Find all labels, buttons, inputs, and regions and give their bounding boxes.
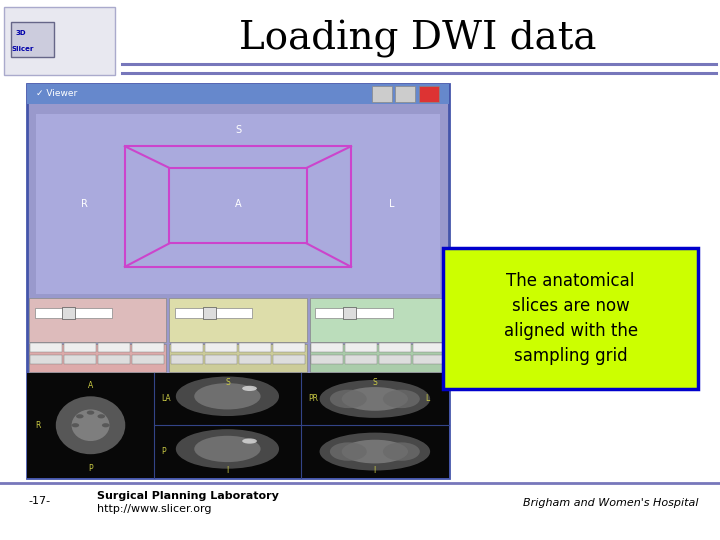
Ellipse shape (330, 390, 366, 408)
Ellipse shape (342, 387, 408, 411)
Text: I: I (374, 466, 376, 475)
Bar (395, 86, 415, 102)
Text: 3D: 3D (16, 30, 27, 36)
Ellipse shape (176, 429, 279, 469)
Bar (379, 343, 411, 352)
Bar (36, 114, 440, 294)
Ellipse shape (102, 423, 109, 427)
Text: P: P (89, 464, 93, 472)
Bar (171, 343, 202, 352)
Bar (64, 355, 96, 364)
Ellipse shape (383, 390, 420, 408)
Text: P: P (161, 447, 166, 456)
Text: ✓ Viewer: ✓ Viewer (36, 90, 77, 98)
Bar (11, 22, 54, 57)
Text: R: R (81, 199, 88, 209)
Bar (311, 343, 343, 352)
Text: A: A (88, 381, 93, 390)
Bar (169, 344, 307, 372)
Bar (154, 373, 301, 426)
Bar (154, 426, 301, 478)
Ellipse shape (194, 436, 261, 462)
Bar (345, 343, 377, 352)
Bar (238, 355, 271, 364)
Text: A: A (235, 199, 241, 209)
Bar (4, 7, 115, 75)
Text: LA: LA (161, 394, 171, 403)
Ellipse shape (76, 414, 84, 418)
Ellipse shape (71, 409, 109, 441)
Bar (273, 343, 305, 352)
Bar (29, 298, 166, 342)
Bar (204, 355, 236, 364)
Ellipse shape (55, 396, 125, 454)
Bar (372, 86, 392, 102)
Bar (132, 343, 164, 352)
Bar (310, 298, 447, 342)
Ellipse shape (320, 380, 430, 418)
Bar (64, 343, 96, 352)
Bar (343, 307, 356, 319)
Ellipse shape (320, 433, 430, 470)
Ellipse shape (86, 410, 94, 415)
Ellipse shape (71, 423, 79, 427)
Ellipse shape (330, 442, 366, 461)
Text: PR: PR (308, 394, 318, 403)
Ellipse shape (383, 442, 420, 461)
Text: R: R (35, 421, 40, 430)
Bar (63, 307, 76, 319)
Bar (310, 344, 447, 372)
Bar (443, 248, 698, 389)
Text: The anatomical
slices are now
aligned with the
sampling grid: The anatomical slices are now aligned wi… (503, 272, 638, 365)
Text: http://www.slicer.org: http://www.slicer.org (97, 504, 212, 514)
Text: S: S (372, 378, 377, 387)
Bar (27, 84, 449, 478)
Text: Slicer: Slicer (12, 46, 34, 52)
Text: Loading DWI data: Loading DWI data (239, 20, 596, 58)
Ellipse shape (242, 386, 257, 391)
Text: Brigham and Women's Hospital: Brigham and Women's Hospital (523, 498, 698, 508)
Text: Surgical Planning Laboratory: Surgical Planning Laboratory (97, 491, 279, 501)
Bar (27, 373, 153, 478)
Ellipse shape (176, 376, 279, 416)
Bar (98, 343, 130, 352)
Bar (30, 355, 62, 364)
Text: L: L (425, 394, 429, 403)
Bar (27, 373, 449, 478)
Text: S: S (225, 378, 230, 387)
Bar (171, 355, 202, 364)
Ellipse shape (342, 440, 408, 463)
Bar (419, 86, 439, 102)
Bar (345, 355, 377, 364)
Bar (35, 308, 112, 318)
Bar (238, 343, 271, 352)
Bar (98, 355, 130, 364)
Bar (301, 426, 449, 478)
Bar (301, 373, 449, 426)
Bar (132, 355, 164, 364)
Text: L: L (389, 199, 394, 209)
Text: -17-: -17- (29, 496, 50, 506)
Ellipse shape (194, 383, 261, 409)
Text: I: I (226, 466, 228, 475)
Bar (273, 355, 305, 364)
Ellipse shape (97, 414, 105, 418)
Bar (27, 84, 449, 104)
Ellipse shape (242, 438, 257, 444)
Bar (311, 355, 343, 364)
Bar (175, 308, 252, 318)
Bar (30, 343, 62, 352)
Bar (315, 308, 392, 318)
Text: S: S (235, 125, 241, 135)
Bar (204, 343, 236, 352)
Bar (169, 298, 307, 342)
Bar (29, 344, 166, 372)
Bar (413, 355, 445, 364)
Bar (203, 307, 216, 319)
Bar (413, 343, 445, 352)
Bar (379, 355, 411, 364)
